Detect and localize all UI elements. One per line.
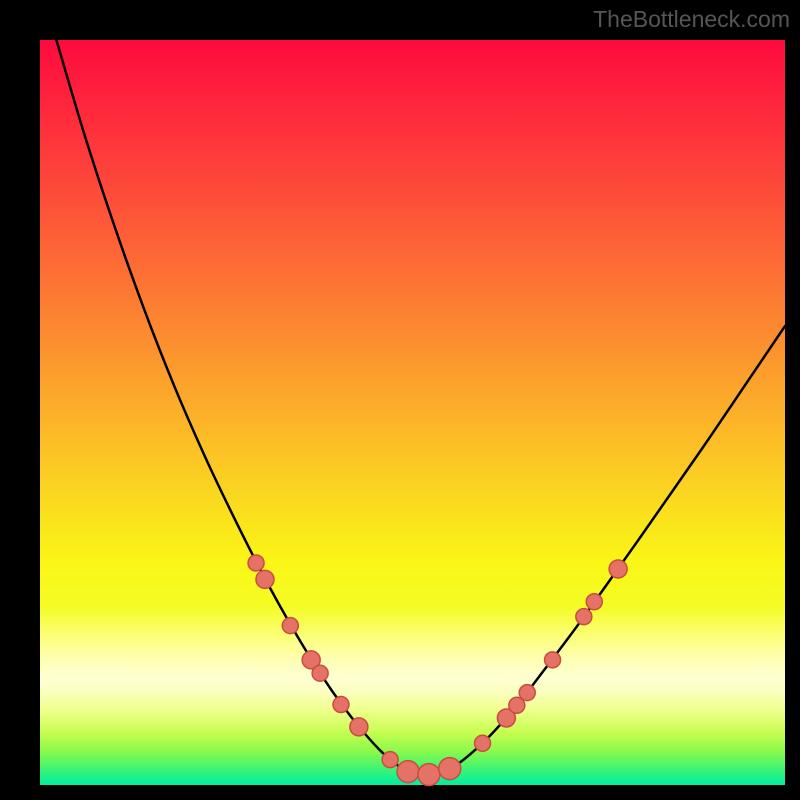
data-marker bbox=[282, 618, 298, 634]
data-marker bbox=[475, 735, 491, 751]
data-marker bbox=[418, 764, 440, 786]
data-marker bbox=[439, 758, 461, 780]
data-marker bbox=[256, 570, 274, 588]
curve-layer bbox=[40, 40, 785, 785]
data-marker bbox=[350, 718, 368, 736]
data-marker bbox=[397, 761, 419, 783]
chart-container: TheBottleneck.com bbox=[0, 0, 800, 800]
watermark-text: TheBottleneck.com bbox=[593, 6, 790, 33]
bottleneck-curve bbox=[56, 40, 785, 775]
data-marker bbox=[609, 560, 627, 578]
data-marker bbox=[248, 555, 264, 571]
data-marker bbox=[312, 665, 328, 681]
data-marker bbox=[333, 697, 349, 713]
data-marker bbox=[519, 685, 535, 701]
marker-group bbox=[248, 555, 627, 786]
data-marker bbox=[545, 652, 561, 668]
data-marker bbox=[576, 609, 592, 625]
plot-area bbox=[40, 40, 785, 785]
data-marker bbox=[382, 752, 398, 768]
data-marker bbox=[586, 594, 602, 610]
